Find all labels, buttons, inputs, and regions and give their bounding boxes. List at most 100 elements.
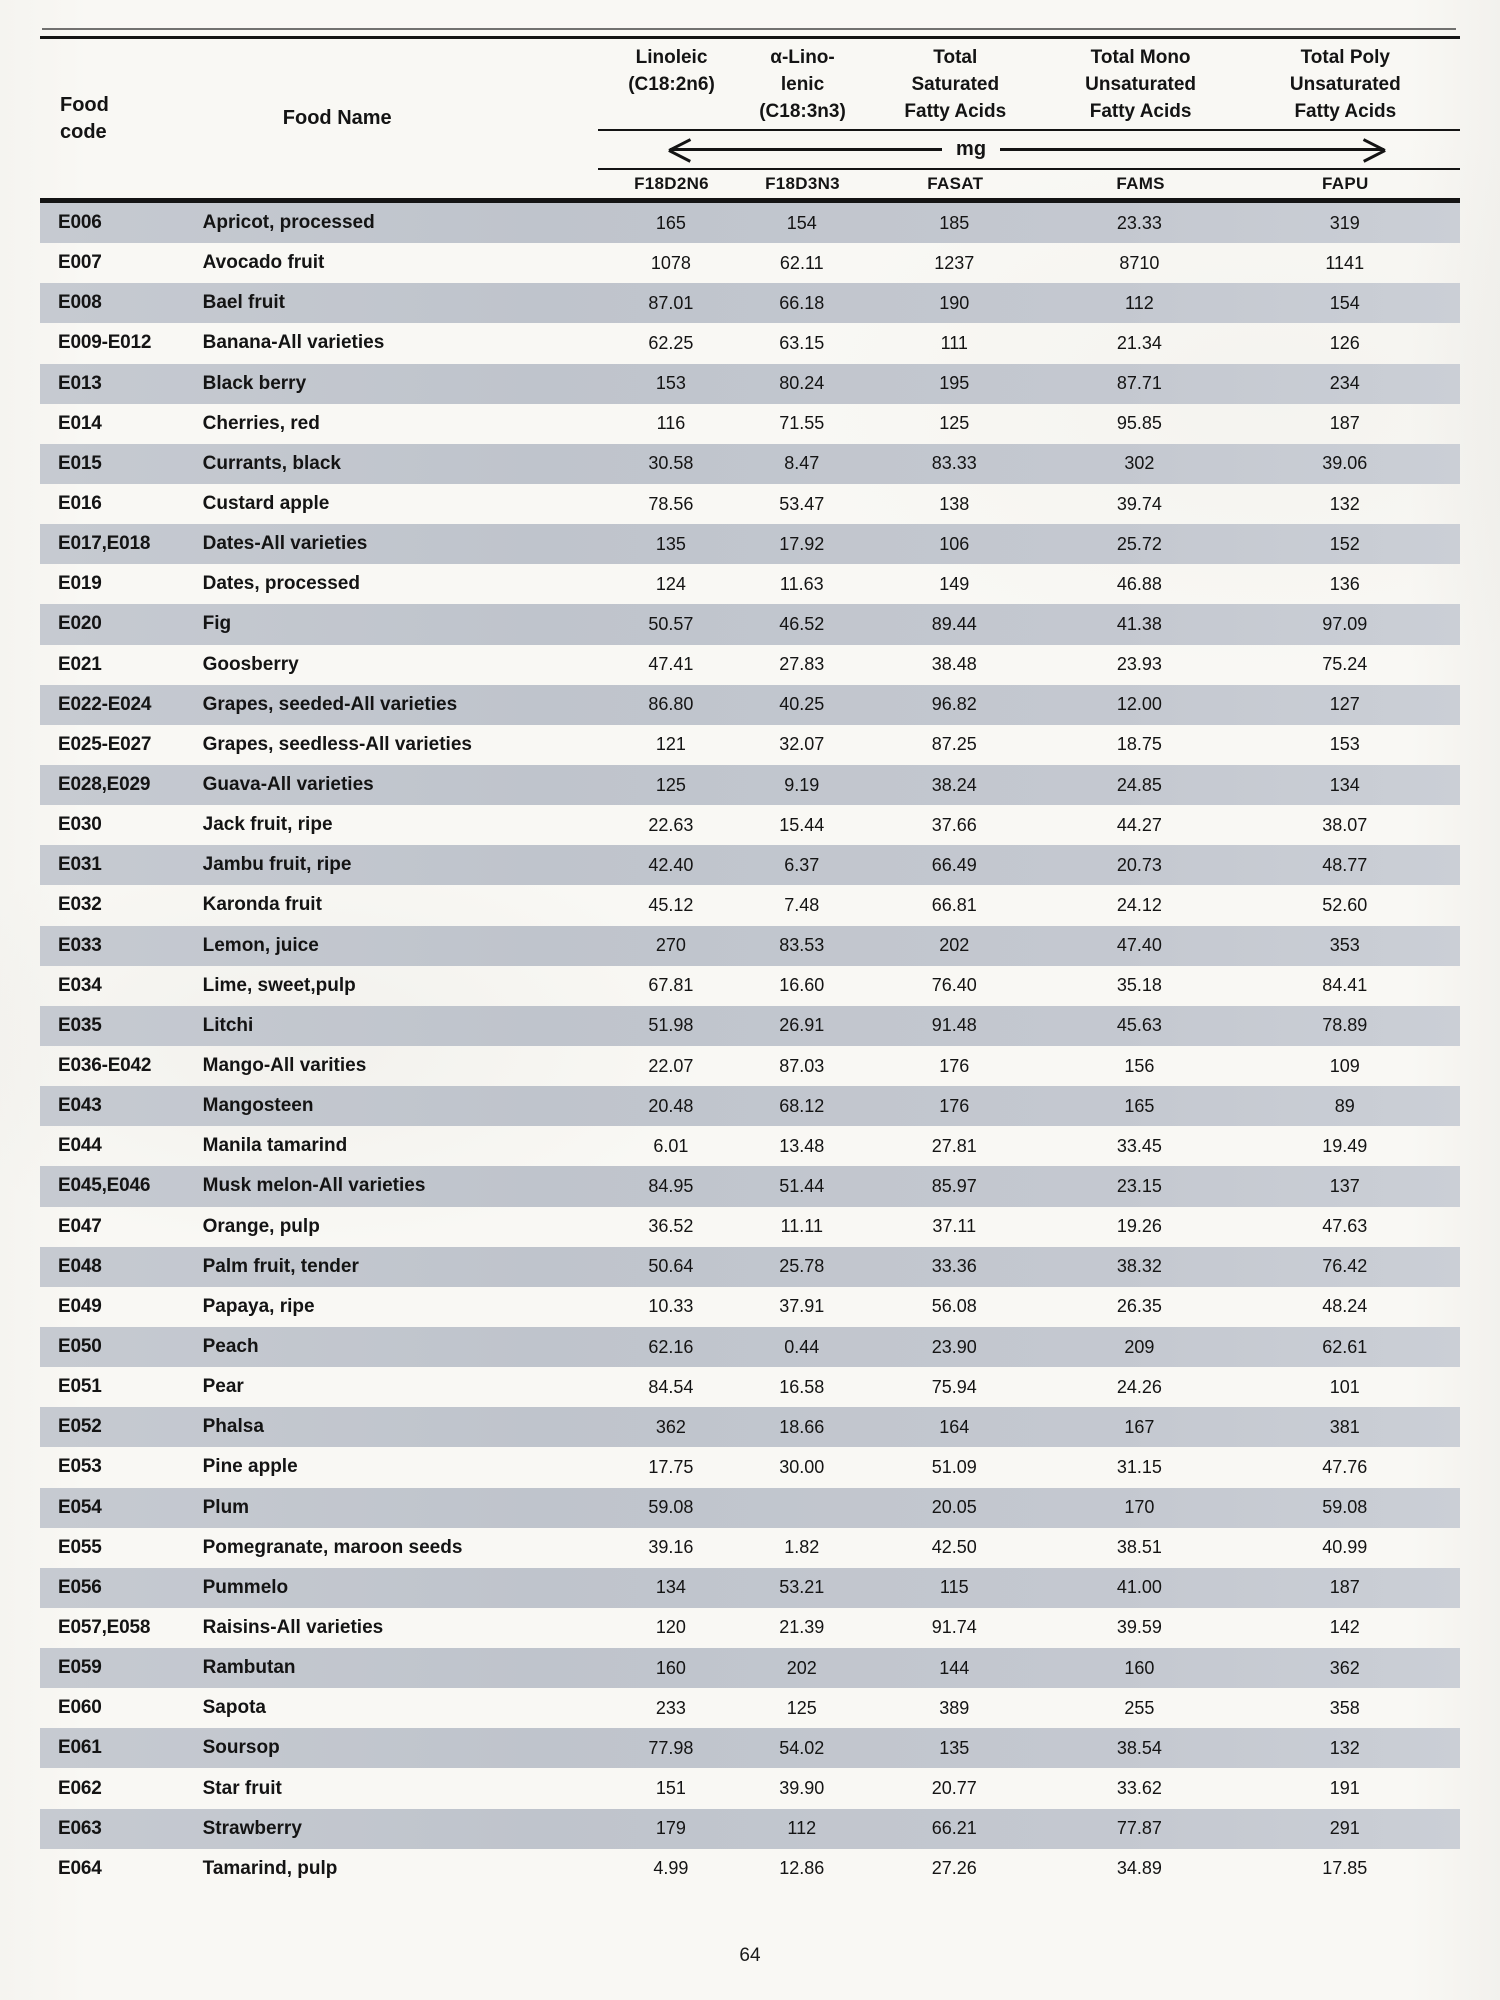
value-cell: 52.60 — [1322, 894, 1368, 915]
value-cell: 233 — [655, 1697, 686, 1718]
value-cell: 56.08 — [931, 1296, 977, 1317]
food-code-cell: E021 — [58, 653, 102, 675]
value-cell: 23.90 — [931, 1336, 977, 1357]
value-cell: 85.97 — [931, 1175, 977, 1196]
value-cell: 160 — [1124, 1657, 1155, 1678]
value-cell: 17.92 — [779, 533, 825, 554]
value-cell: 39.74 — [1116, 493, 1162, 514]
food-name-cell: Jambu fruit, ripe — [202, 854, 352, 876]
value-cell: 48.77 — [1322, 854, 1368, 875]
food-name-cell: Pummelo — [202, 1576, 289, 1598]
value-cell: 50.57 — [648, 613, 694, 634]
header-line: Linoleic — [635, 47, 708, 68]
header-total-saturated: Total Saturated Fatty Acids — [860, 44, 1050, 129]
table-row: E015 Currants, black 30.58 8.47 83.33 30… — [40, 443, 1460, 484]
value-cell: 112 — [787, 1818, 817, 1839]
header-food-code: Food code — [40, 39, 195, 198]
table-row: E028,E029 Guava-All varieties 125 9.19 3… — [40, 764, 1460, 806]
value-cell: 31.15 — [1116, 1456, 1162, 1477]
value-cell: 51.44 — [779, 1175, 825, 1196]
value-cell: 53.47 — [779, 493, 825, 514]
value-cell: 42.50 — [931, 1537, 977, 1558]
food-code-cell: E033 — [58, 934, 102, 956]
value-cell: 27.26 — [931, 1858, 977, 1879]
value-cell: 62.16 — [648, 1336, 694, 1357]
food-code-cell: E047 — [58, 1215, 102, 1237]
food-name-cell: Fig — [202, 613, 232, 635]
value-cell: 30.00 — [779, 1456, 825, 1477]
food-name-cell: Custard apple — [202, 493, 330, 515]
value-cell: 33.45 — [1116, 1135, 1162, 1156]
food-code-cell: E025-E027 — [58, 733, 152, 755]
food-name-cell: Dates-All varieties — [202, 533, 368, 555]
column-code-f18d2n6: F18D2N6 — [634, 174, 709, 193]
header-food-code-line1: Food — [60, 93, 109, 116]
value-cell: 20.05 — [931, 1497, 977, 1518]
value-cell: 87.01 — [648, 292, 694, 313]
food-code-cell: E059 — [58, 1657, 102, 1679]
food-code-cell: E016 — [58, 493, 102, 515]
value-cell: 187 — [1329, 1577, 1360, 1598]
value-cell: 381 — [1329, 1416, 1360, 1437]
value-cell: 75.94 — [931, 1376, 977, 1397]
food-code-cell: E052 — [58, 1416, 102, 1438]
food-name-cell: Lime, sweet,pulp — [202, 974, 356, 996]
value-cell: 50.64 — [648, 1256, 694, 1277]
value-cell: 37.91 — [779, 1296, 825, 1317]
food-code-cell: E017,E018 — [58, 533, 151, 555]
value-cell: 125 — [786, 1697, 817, 1718]
table-row: E059 Rambutan 160 202 144 160 362 — [40, 1648, 1460, 1689]
value-cell: 22.07 — [648, 1055, 694, 1076]
food-name-cell: Grapes, seeded-All varieties — [202, 693, 458, 715]
value-cell: 1078 — [650, 252, 691, 273]
food-name-cell: Banana-All varieties — [202, 332, 385, 354]
food-code-cell: E036-E042 — [58, 1055, 152, 1077]
header-line: Unsaturated — [1085, 74, 1197, 95]
food-name-cell: Soursop — [202, 1737, 280, 1759]
table-row: E048 Palm fruit, tender 50.64 25.78 33.3… — [40, 1246, 1460, 1287]
food-name-cell: Palm fruit, tender — [202, 1255, 359, 1277]
value-cell: 165 — [655, 212, 686, 233]
header-numeric-section: Linoleic (C18:2n6) α-Lino- lenic (C18:3n… — [598, 39, 1460, 198]
table-row: E022-E024 Grapes, seeded-All varieties 8… — [40, 684, 1460, 725]
value-cell: 87.03 — [779, 1055, 825, 1076]
value-cell: 23.15 — [1116, 1175, 1162, 1196]
table-row: E033 Lemon, juice 270 83.53 202 47.40 35… — [40, 925, 1460, 966]
value-cell: 37.66 — [931, 814, 977, 835]
value-cell: 1237 — [934, 252, 975, 273]
food-name-cell: Currants, black — [202, 452, 341, 474]
header-line: Total Mono — [1090, 47, 1191, 68]
value-cell: 40.25 — [779, 694, 825, 715]
value-cell: 27.83 — [779, 654, 825, 675]
value-cell: 190 — [939, 292, 970, 313]
value-cell: 25.72 — [1116, 533, 1162, 554]
food-code-cell: E044 — [58, 1135, 102, 1157]
value-cell: 132 — [1329, 493, 1360, 514]
food-name-cell: Cherries, red — [202, 412, 320, 434]
table-row: E050 Peach 62.16 0.44 23.90 209 62.61 — [40, 1326, 1460, 1368]
value-cell: 66.49 — [931, 854, 977, 875]
value-cell: 185 — [939, 212, 970, 233]
food-name-cell: Star fruit — [202, 1777, 282, 1799]
value-cell: 12.00 — [1116, 694, 1162, 715]
value-cell: 62.25 — [648, 332, 694, 353]
left-arrow-icon — [670, 148, 943, 151]
food-code-cell: E014 — [58, 412, 102, 434]
food-name-cell: Apricot, processed — [202, 212, 375, 234]
value-cell: 6.37 — [784, 854, 820, 875]
value-cell: 39.16 — [648, 1537, 694, 1558]
food-name-cell: Avocado fruit — [202, 252, 325, 274]
food-code-cell: E022-E024 — [58, 693, 152, 715]
column-code-fams: FAMS — [1116, 174, 1165, 193]
food-name-cell: Plum — [202, 1496, 250, 1518]
food-name-cell: Musk melon-All varieties — [202, 1175, 426, 1197]
value-cell: 45.12 — [648, 894, 694, 915]
value-cell: 151 — [655, 1778, 686, 1799]
unit-label: mg — [956, 138, 987, 160]
value-cell: 126 — [1329, 332, 1360, 353]
table-row: E030 Jack fruit, ripe 22.63 15.44 37.66 … — [40, 805, 1460, 845]
value-cell: 21.39 — [779, 1617, 825, 1638]
value-cell: 25.78 — [779, 1256, 825, 1277]
value-cell: 91.74 — [931, 1617, 977, 1638]
value-cell: 71.55 — [779, 413, 825, 434]
